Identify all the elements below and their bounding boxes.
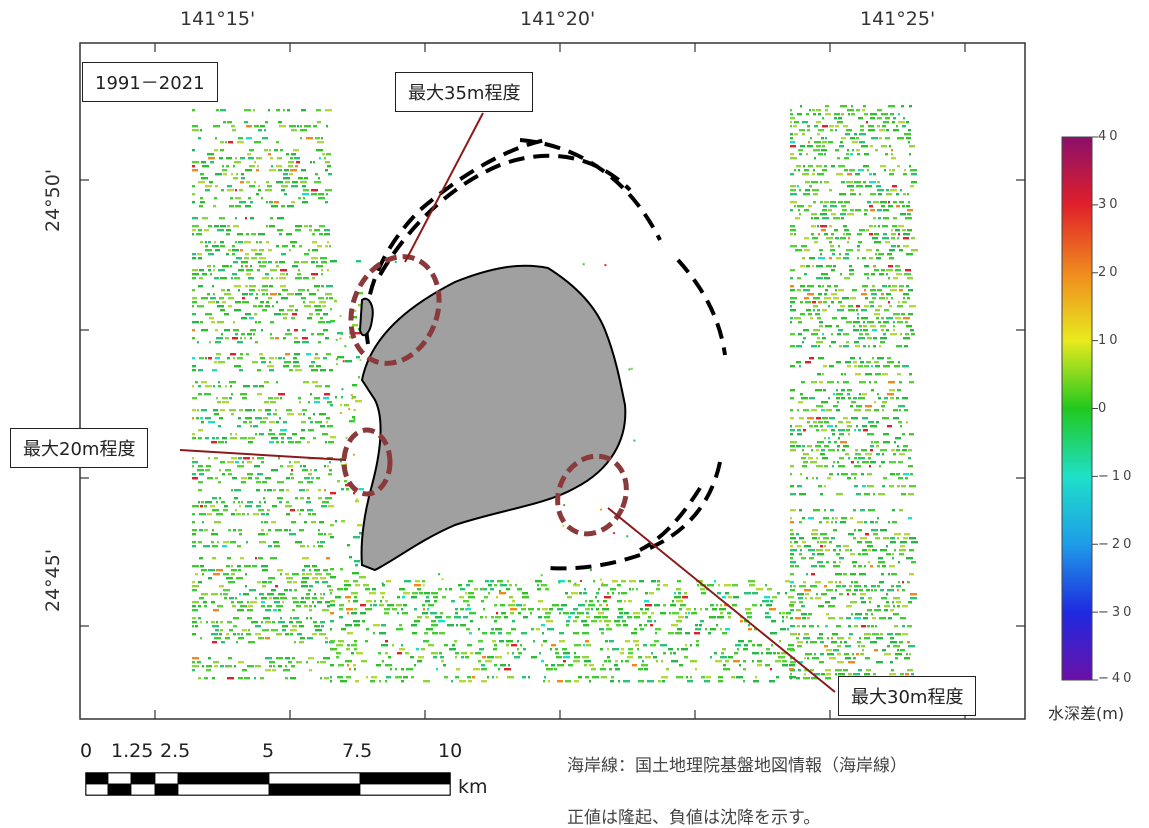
scale-tick-10: 10 bbox=[438, 740, 463, 762]
scale-bar bbox=[85, 772, 451, 796]
islet-polygon bbox=[358, 297, 374, 337]
scale-tick-2-5: 2.5 bbox=[160, 740, 191, 762]
longitude-label-3: 141°25' bbox=[860, 8, 936, 30]
sign-convention-note: 正値は隆起、負値は沈降を示す。 bbox=[567, 808, 821, 828]
previous-coastline-dashes bbox=[364, 138, 727, 571]
leader-line-west bbox=[179, 449, 347, 461]
colorbar-label-30: 30 bbox=[1098, 197, 1121, 212]
callout-southeast: 最大30m程度 bbox=[838, 676, 977, 716]
colorbar-label-minus10: −10 bbox=[1098, 469, 1135, 484]
scale-tick-5: 5 bbox=[262, 740, 275, 762]
legend-title: 水深差(m) bbox=[1048, 704, 1125, 723]
callout-ellipse-southeast bbox=[555, 453, 629, 537]
colorbar-label-0: 0 bbox=[1098, 401, 1110, 416]
colorbar-label-40: 40 bbox=[1098, 129, 1121, 144]
colorbar-label-minus40: −40 bbox=[1098, 671, 1135, 686]
colorbar-label-10: 10 bbox=[1098, 333, 1121, 348]
callout-west: 最大20m程度 bbox=[10, 428, 149, 468]
colorbar-label-minus20: −20 bbox=[1098, 537, 1135, 552]
colorbar-label-minus30: −30 bbox=[1098, 605, 1135, 620]
colorbar-ticks bbox=[1092, 136, 1098, 681]
callout-ellipse-west bbox=[341, 427, 393, 497]
colorbar bbox=[1061, 136, 1093, 681]
leader-line-north bbox=[404, 112, 484, 263]
coastline-source-note: 海岸線：国土地理院基盤地図情報（海岸線） bbox=[567, 756, 907, 776]
callout-ellipse-north bbox=[348, 254, 442, 366]
leader-line-southeast bbox=[607, 507, 836, 693]
scale-tick-0: 0 bbox=[80, 740, 93, 762]
callout-north: 最大35m程度 bbox=[395, 72, 534, 112]
scale-tick-1-25: 1.25 bbox=[111, 740, 154, 762]
depth-difference-points bbox=[192, 105, 918, 683]
colorbar-label-20: 20 bbox=[1098, 265, 1121, 280]
period-label: 1991－2021 bbox=[82, 62, 218, 102]
longitude-label-2: 141°20' bbox=[520, 8, 596, 30]
scale-unit: km bbox=[458, 776, 488, 798]
longitude-label-1: 141°15' bbox=[180, 8, 256, 30]
scale-tick-7-5: 7.5 bbox=[342, 740, 373, 762]
